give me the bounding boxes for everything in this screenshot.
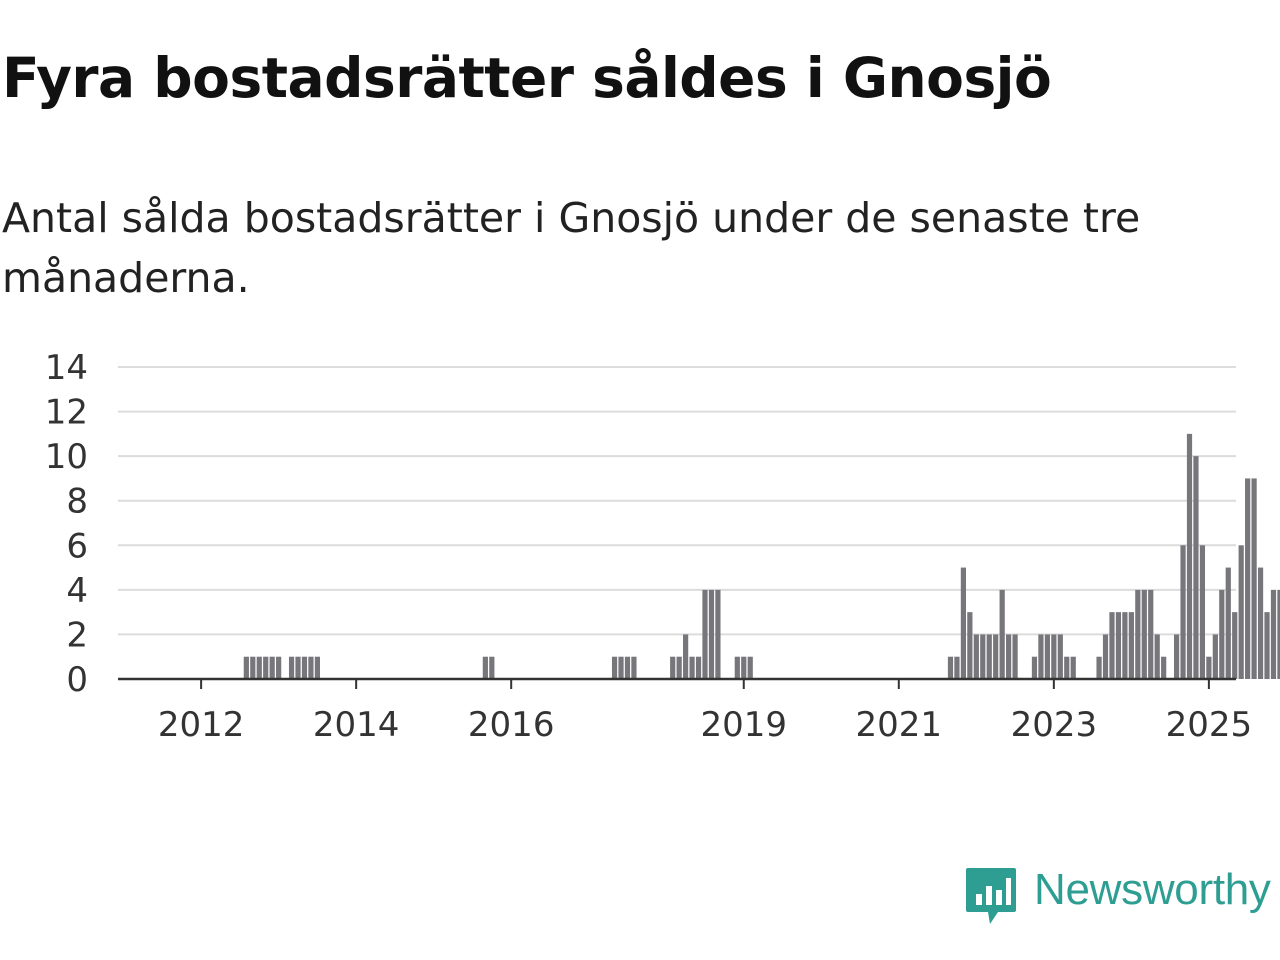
bar [1186,433,1193,679]
bar [980,634,986,679]
bar [1193,456,1199,679]
bar [1219,589,1225,679]
bar [250,656,256,679]
bar [308,656,314,679]
bar [489,656,495,679]
bar [1135,589,1141,679]
bar [676,656,682,679]
bar [986,634,992,679]
x-tick-label: 2025 [1166,705,1253,745]
bar-chart: 0246810121420122014201620192021202320254 [45,348,1280,745]
y-tick-label: 10 [45,437,88,477]
bar [702,589,708,679]
bar [295,656,301,679]
chart-title: Fyra bostadsrätter såldes i Gnosjö [2,46,1052,110]
bar [482,656,488,679]
bar [715,589,721,679]
newsworthy-logo-icon [966,868,1016,924]
x-tick-label: 2023 [1011,705,1098,745]
y-tick-label: 14 [45,348,88,388]
bar [1173,634,1180,679]
x-tick-label: 2016 [468,705,555,745]
bar [1031,656,1038,679]
x-tick-label: 2012 [158,705,245,745]
bar [993,634,999,679]
bar [999,589,1005,679]
bar [1051,634,1057,679]
bar [960,567,966,679]
bar [1057,634,1063,679]
bar [1238,545,1244,679]
bar [695,656,702,679]
bar [689,656,695,679]
bar [708,589,715,679]
newsworthy-logo[interactable]: Newsworthy [964,862,1276,928]
bar [1141,589,1147,679]
bar [1115,612,1122,679]
y-tick-label: 0 [66,660,88,700]
bar [1128,612,1134,679]
bar [269,656,275,679]
y-tick-label: 12 [45,393,88,433]
x-tick-label: 2019 [700,705,787,745]
y-tick-label: 8 [66,482,88,522]
bar [256,656,262,679]
bar [314,656,320,679]
bar [1006,634,1012,679]
bar [967,612,973,679]
bar [947,656,954,679]
bar [1232,612,1238,679]
y-tick-label: 4 [66,571,88,611]
y-tick-label: 6 [66,526,88,566]
bar [1245,478,1251,679]
bar [1109,612,1115,679]
bar [1264,612,1270,679]
bar [263,656,269,679]
bar [1270,589,1277,679]
bar [683,634,689,679]
x-tick-label: 2014 [313,705,400,745]
bar [631,656,637,679]
bar [1012,634,1018,679]
bar [973,634,979,679]
bar [1257,567,1264,679]
bar [1064,656,1070,679]
bar [1199,545,1206,679]
bar [243,656,249,679]
bar [1161,656,1167,679]
bar [1096,656,1102,679]
bar [618,656,624,679]
bar [954,656,960,679]
bar [1122,612,1128,679]
bar [1251,478,1257,679]
bar [1206,656,1212,679]
bar [1277,589,1280,679]
bar [1044,634,1050,679]
bar [276,656,282,679]
bar [611,656,618,679]
bar [741,656,747,679]
bar [1225,567,1231,679]
bar [1038,634,1044,679]
bar [1154,634,1160,679]
brand-name: Newsworthy [1034,865,1271,914]
bar [1212,634,1218,679]
bar [301,656,308,679]
x-tick-label: 2021 [856,705,943,745]
bar [747,656,753,679]
bar [1102,634,1109,679]
bar [288,656,295,679]
bar [1180,545,1186,679]
bar [1148,589,1154,679]
chart-subtitle: Antal sålda bostadsrätter i Gnosjö under… [2,194,1141,302]
bar [624,656,631,679]
bar [670,656,676,679]
y-tick-label: 2 [66,615,88,655]
bar [734,656,740,679]
bar [1070,656,1076,679]
